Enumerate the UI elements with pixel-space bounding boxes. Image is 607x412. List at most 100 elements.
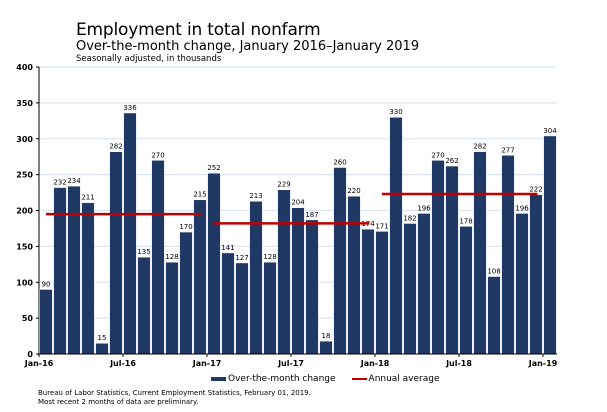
y-tick-label: 150 bbox=[16, 242, 33, 251]
bar-apr-16 bbox=[81, 202, 95, 355]
chart-units-note: Seasonally adjusted, in thousands bbox=[76, 54, 222, 64]
bar-aug-18 bbox=[473, 151, 487, 355]
data-label: 220 bbox=[347, 187, 360, 195]
data-label: 178 bbox=[459, 217, 472, 225]
data-label: 330 bbox=[389, 108, 402, 116]
x-tick-label: Jan-19 bbox=[528, 359, 558, 368]
bar-mar-18 bbox=[403, 223, 417, 355]
bar-jan-19 bbox=[543, 135, 557, 355]
bar-jun-16 bbox=[109, 151, 123, 355]
data-label: 222 bbox=[529, 186, 542, 194]
legend-item-over-the-month-change: Over-the-month change bbox=[211, 374, 336, 384]
data-label: 252 bbox=[207, 164, 220, 172]
bar-nov-16 bbox=[179, 231, 193, 355]
bar-nov-17 bbox=[347, 195, 361, 355]
x-tick-label: Jan-17 bbox=[192, 359, 222, 368]
data-label: 170 bbox=[179, 223, 192, 231]
data-label: 196 bbox=[417, 204, 431, 212]
bar-mar-16 bbox=[67, 185, 81, 355]
bar-sep-18 bbox=[487, 276, 501, 355]
data-label: 260 bbox=[333, 158, 346, 166]
data-label: 171 bbox=[375, 222, 388, 230]
data-label: 182 bbox=[403, 214, 416, 222]
data-label: 270 bbox=[431, 151, 444, 159]
data-label: 204 bbox=[291, 199, 305, 207]
data-label: 304 bbox=[543, 127, 557, 135]
bars bbox=[39, 112, 557, 355]
y-tick-label: 100 bbox=[16, 278, 33, 287]
data-label: 234 bbox=[67, 177, 81, 185]
bar-dec-18 bbox=[529, 194, 543, 355]
x-tick-label: Jan-18 bbox=[360, 359, 390, 368]
data-labels: 90 232 234 211 15 282 336 135 270 128 170 215 252 141… bbox=[42, 104, 558, 342]
bar-oct-18 bbox=[501, 154, 515, 355]
x-tick-label: Jan-16 bbox=[24, 359, 54, 368]
data-label: 282 bbox=[109, 143, 122, 151]
chart-subtitle: Over-the-month change, January 2016–Janu… bbox=[76, 39, 420, 54]
data-label: 282 bbox=[473, 143, 486, 151]
source-note: Bureau of Labor Statistics, Current Empl… bbox=[38, 389, 311, 407]
bar-dec-17 bbox=[361, 228, 375, 355]
bar-jun-17 bbox=[277, 189, 291, 355]
legend-swatch-line bbox=[351, 378, 367, 380]
bar-nov-18 bbox=[515, 213, 529, 355]
bar-may-17 bbox=[263, 261, 277, 355]
data-label: 229 bbox=[277, 181, 290, 189]
bar-apr-18 bbox=[417, 213, 431, 355]
data-label: 127 bbox=[235, 254, 248, 262]
y-axis: 0 50 100 150 200 250 300 350 400 bbox=[16, 63, 40, 359]
bar-sep-17 bbox=[319, 340, 333, 355]
y-tick-label: 50 bbox=[22, 314, 34, 323]
data-label: 211 bbox=[81, 194, 94, 202]
data-label: 262 bbox=[445, 157, 458, 165]
data-label: 128 bbox=[263, 253, 276, 261]
source-line-2: Most recent 2 months of data are prelimi… bbox=[38, 398, 199, 406]
y-tick-label: 350 bbox=[16, 99, 33, 108]
legend-label: Over-the-month change bbox=[228, 374, 336, 384]
data-label: 277 bbox=[501, 146, 514, 154]
source-line-1: Bureau of Labor Statistics, Current Empl… bbox=[38, 389, 311, 397]
y-tick-label: 250 bbox=[16, 171, 33, 180]
data-label: 196 bbox=[515, 204, 529, 212]
annual-average-lines bbox=[46, 192, 538, 225]
bar-mar-17 bbox=[235, 262, 249, 355]
bar-jul-16 bbox=[123, 112, 137, 355]
data-label: 128 bbox=[165, 253, 178, 261]
legend-item-annual-average: Annual average bbox=[351, 374, 440, 384]
data-label: 232 bbox=[53, 179, 66, 187]
bar-jan-17 bbox=[207, 172, 221, 355]
x-axis: Jan-16 Jul-16 Jan-17 Jul-17 Jan-18 Jul-18 Jan-… bbox=[24, 353, 558, 368]
data-label: 18 bbox=[322, 332, 331, 340]
bar-may-18 bbox=[431, 159, 445, 355]
bar-aug-16 bbox=[137, 256, 151, 355]
y-tick-label: 400 bbox=[16, 63, 33, 72]
bar-oct-17 bbox=[333, 167, 347, 355]
legend-swatch-bar bbox=[211, 377, 226, 381]
data-label: 336 bbox=[123, 104, 137, 112]
data-label: 15 bbox=[98, 334, 107, 342]
bar-jan-18 bbox=[375, 231, 389, 355]
bar-sep-16 bbox=[151, 159, 165, 355]
bar-dec-16 bbox=[193, 199, 207, 355]
x-tick-label: Jul-18 bbox=[445, 359, 472, 368]
data-label: 270 bbox=[151, 151, 164, 159]
data-label: 90 bbox=[42, 280, 51, 288]
bar-aug-17 bbox=[305, 219, 319, 355]
bar-jan-16 bbox=[39, 289, 53, 355]
bar-feb-17 bbox=[221, 252, 235, 355]
bar-feb-18 bbox=[389, 116, 403, 355]
legend-label: Annual average bbox=[368, 374, 440, 384]
bar-feb-16 bbox=[53, 187, 67, 355]
data-label: 213 bbox=[249, 192, 262, 200]
data-label: 141 bbox=[221, 244, 234, 252]
y-tick-label: 300 bbox=[16, 135, 33, 144]
bar-jul-17 bbox=[291, 207, 305, 355]
data-label: 187 bbox=[305, 211, 318, 219]
bar-may-16 bbox=[95, 342, 109, 355]
data-label: 215 bbox=[193, 191, 206, 199]
data-label: 108 bbox=[487, 268, 500, 276]
x-tick-label: Jul-17 bbox=[277, 359, 304, 368]
data-label: 135 bbox=[137, 248, 150, 256]
y-tick-label: 0 bbox=[27, 350, 33, 359]
